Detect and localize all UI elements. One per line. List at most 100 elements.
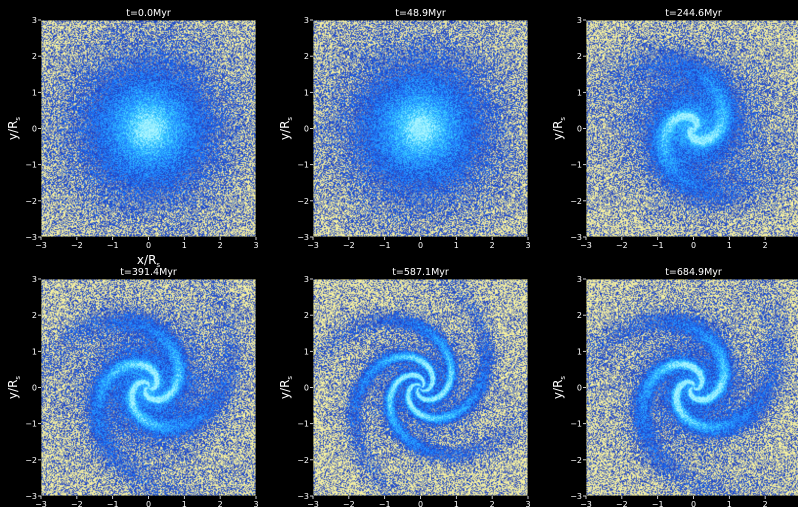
x-tick-label: 1 <box>454 500 459 507</box>
y-tick-label: 2 <box>32 311 37 320</box>
x-axis-label: x/Rs <box>137 253 160 269</box>
y-tick-label: −2 <box>570 456 582 465</box>
y-tick-label: 0 <box>577 125 582 134</box>
x-tick-label: 2 <box>763 241 768 250</box>
y-axis-label: y/Rs <box>278 117 294 140</box>
density-map <box>41 279 256 496</box>
y-tick-label: 1 <box>577 347 582 356</box>
y-tick-label: 1 <box>304 347 309 356</box>
y-tick-label: 1 <box>304 88 309 97</box>
y-tick-label: −2 <box>25 197 37 206</box>
x-tick-label: −1 <box>107 241 119 250</box>
x-tick-label: 2 <box>490 241 495 250</box>
x-tick-label: 1 <box>182 500 187 507</box>
y-tick-label: −3 <box>570 233 582 242</box>
y-axis-label: y/Rs <box>278 376 294 399</box>
density-map <box>586 20 798 237</box>
x-tick-label: 0 <box>146 241 151 250</box>
y-tick-label: −1 <box>570 161 582 170</box>
y-axis-label: y/Rs <box>551 117 567 140</box>
x-tick-label: −3 <box>307 241 319 250</box>
y-tick-label: 1 <box>32 88 37 97</box>
y-tick-label: 1 <box>577 88 582 97</box>
y-tick-label: −2 <box>297 197 309 206</box>
density-map <box>586 279 798 496</box>
y-tick-label: 0 <box>304 125 309 134</box>
x-tick-label: −1 <box>652 500 664 507</box>
x-tick-label: 2 <box>218 500 223 507</box>
panel-1: t=0.0Myr −3 −2 −1 0 1 2 3 −3 −2 −1 0 1 2 3 y/Rs x/Rs <box>6 8 259 269</box>
x-tick-label: 1 <box>182 241 187 250</box>
y-tick-label: 3 <box>304 275 309 284</box>
x-tick-label: −2 <box>71 500 83 507</box>
x-tick-label: −3 <box>35 500 47 507</box>
x-tick-label: 2 <box>490 500 495 507</box>
y-tick-label: 2 <box>577 311 582 320</box>
y-axis-label-sub: s <box>14 376 22 380</box>
y-axis-label-sub: s <box>14 117 22 121</box>
x-tick-label: 3 <box>525 241 530 250</box>
panel-title: t=391.4Myr <box>120 267 177 278</box>
panel-title: t=684.9Myr <box>665 267 722 278</box>
x-tick-label: 3 <box>525 500 530 507</box>
y-tick-label: −1 <box>297 420 309 429</box>
x-axis-label-sub: s <box>156 261 160 269</box>
y-axis-label-sub: s <box>286 117 294 121</box>
y-tick-label: −2 <box>25 456 37 465</box>
panel-5: t=587.1Myr −3 −2 −1 0 1 2 3 −3 −2 −1 0 1 2 3 y/Rs <box>278 267 531 507</box>
y-tick-label: −1 <box>25 161 37 170</box>
y-tick-label: 2 <box>32 52 37 61</box>
y-tick-label: 3 <box>32 16 37 25</box>
x-tick-label: 2 <box>763 500 768 507</box>
density-map <box>41 20 256 237</box>
x-tick-label: 0 <box>418 500 423 507</box>
y-tick-label: 2 <box>304 311 309 320</box>
panel-title: t=587.1Myr <box>392 267 449 278</box>
y-tick-label: −2 <box>570 197 582 206</box>
x-tick-label: 0 <box>691 241 696 250</box>
x-tick-label: 0 <box>691 500 696 507</box>
y-tick-label: −1 <box>570 420 582 429</box>
y-axis-label-sub: s <box>559 376 567 380</box>
y-tick-label: −3 <box>297 233 309 242</box>
x-tick-label: −2 <box>616 500 628 507</box>
x-tick-label: −3 <box>580 241 592 250</box>
panel-title: t=244.6Myr <box>665 8 722 19</box>
y-axis-label: y/Rs <box>6 376 22 399</box>
y-tick-label: 0 <box>304 384 309 393</box>
y-tick-label: −3 <box>25 233 37 242</box>
x-tick-label: 0 <box>418 241 423 250</box>
y-tick-label: −3 <box>25 492 37 501</box>
x-tick-label: −1 <box>379 241 391 250</box>
y-axis-label-sub: s <box>286 376 294 380</box>
y-axis-label: y/Rs <box>6 117 22 140</box>
y-tick-label: 0 <box>32 384 37 393</box>
x-tick-label: 3 <box>253 500 258 507</box>
y-tick-label: 3 <box>577 275 582 284</box>
y-tick-label: 2 <box>304 52 309 61</box>
y-tick-label: −1 <box>297 161 309 170</box>
panel-title: t=48.9Myr <box>395 8 446 19</box>
x-tick-label: −2 <box>71 241 83 250</box>
y-tick-label: −3 <box>570 492 582 501</box>
panel-2: t=48.9Myr −3 −2 −1 0 1 2 3 −3 −2 −1 0 1 2 3 y/Rs <box>278 8 531 250</box>
y-tick-label: 1 <box>32 347 37 356</box>
y-tick-label: −2 <box>297 456 309 465</box>
x-tick-label: 0 <box>146 500 151 507</box>
density-map <box>313 20 528 237</box>
x-tick-label: −2 <box>616 241 628 250</box>
y-axis-label: y/Rs <box>551 376 567 399</box>
y-tick-label: 3 <box>304 16 309 25</box>
y-tick-label: 0 <box>32 125 37 134</box>
x-tick-label: 3 <box>253 241 258 250</box>
density-map <box>313 279 528 496</box>
x-tick-label: −3 <box>307 500 319 507</box>
y-axis-label-sub: s <box>559 117 567 121</box>
x-tick-label: −2 <box>343 241 355 250</box>
panel-title: t=0.0Myr <box>126 8 171 19</box>
x-tick-label: −1 <box>107 500 119 507</box>
y-tick-label: −3 <box>297 492 309 501</box>
x-tick-label: −3 <box>35 241 47 250</box>
